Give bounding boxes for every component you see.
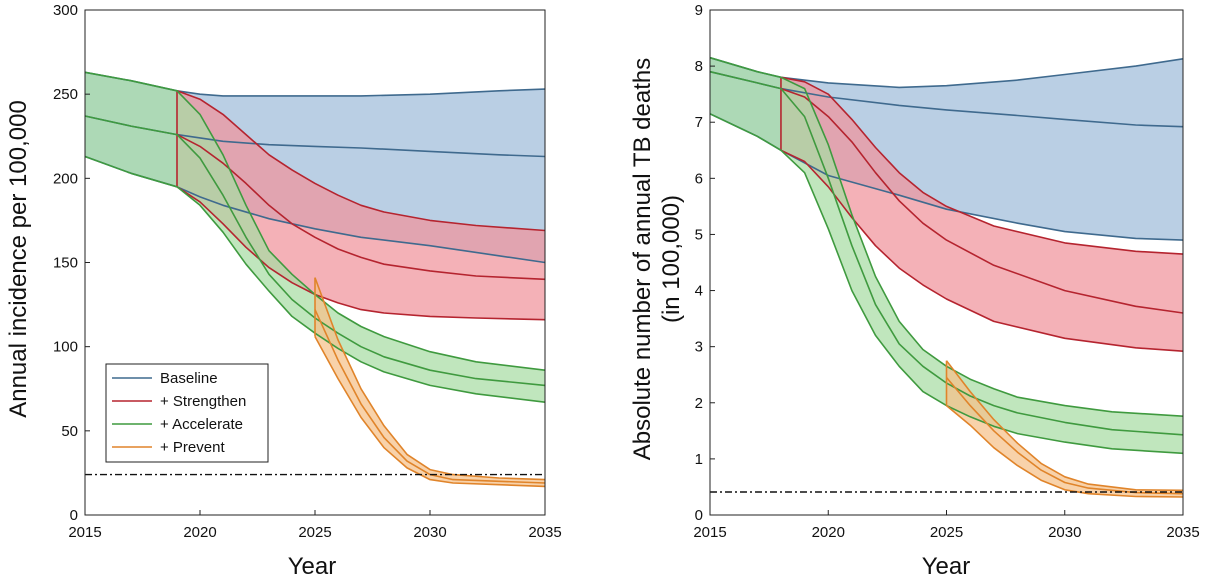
incidence-line-accelerate-lo xyxy=(84,155,546,403)
deaths-x-tick-label: 2030 xyxy=(1048,524,1081,541)
legend-item-baseline: Baseline xyxy=(112,370,218,387)
incidence-y-axis-title: Annual incidence per 100,000 xyxy=(5,100,32,418)
incidence-line-prevent-mid xyxy=(314,309,546,484)
deaths-line-accelerate-mid xyxy=(709,70,1184,436)
incidence-band-accelerate xyxy=(85,72,545,403)
deaths-y-axis-title-line1: Absolute number of annual TB deaths xyxy=(629,58,656,461)
incidence-line-accelerate-mid xyxy=(84,115,546,387)
deaths-x-tick-label: 2020 xyxy=(812,524,845,541)
legend: Baseline + Strengthen + Accelerate + Pre… xyxy=(105,363,269,463)
deaths-y-tick-label: 3 xyxy=(695,339,703,356)
incidence-line-accelerate-hi xyxy=(84,71,546,371)
legend-box xyxy=(105,363,269,463)
deaths-y-tick-label: 6 xyxy=(695,170,703,187)
incidence-bands xyxy=(85,72,545,487)
incidence-x-tick-label: 2030 xyxy=(413,524,446,541)
incidence-x-tick-label: 2025 xyxy=(298,524,331,541)
incidence-y-tick-label: 50 xyxy=(61,423,78,440)
incidence-x-tick-label: 2020 xyxy=(183,524,216,541)
deaths-band-prevent xyxy=(946,360,1183,497)
deaths-line-strengthen-hi xyxy=(780,76,1184,255)
legend-label-accelerate: + Accelerate xyxy=(160,416,243,433)
deaths-y-tick-label: 8 xyxy=(695,58,703,75)
deaths-y-tick-label: 9 xyxy=(695,2,703,19)
incidence-x-tick-label: 2035 xyxy=(528,524,561,541)
deaths-y-tick-label: 4 xyxy=(695,283,703,300)
legend-label-baseline: Baseline xyxy=(160,370,218,387)
legend-item-prevent: + Prevent xyxy=(112,439,225,456)
incidence-x-axis-title: Year xyxy=(288,553,337,578)
incidence-line-prevent-lo xyxy=(314,336,546,488)
incidence-y-tick-label: 300 xyxy=(53,2,78,19)
legend-label-prevent: + Prevent xyxy=(160,439,225,456)
deaths-x-tick-label: 2035 xyxy=(1166,524,1199,541)
deaths-y-tick-label: 2 xyxy=(695,395,703,412)
deaths-bands xyxy=(710,57,1183,497)
deaths-y-tick-label: 1 xyxy=(695,451,703,468)
deaths-x-axis-title: Year xyxy=(922,553,971,578)
deaths-y-tick-label: 7 xyxy=(695,114,703,131)
incidence-line-strengthen-mid xyxy=(176,133,546,281)
deaths-line-accelerate-hi xyxy=(709,56,1184,417)
deaths-y-tick-label: 0 xyxy=(695,507,703,524)
deaths-line-prevent-lo xyxy=(945,404,1184,498)
deaths-chart: 2015 2020 2025 2030 2035 0 1 2 3 4 5 6 7 8 9 Year Abso… xyxy=(629,2,1200,578)
deaths-ticks: 2015 2020 2025 2030 2035 0 1 2 3 4 5 6 7 8 9 xyxy=(693,2,1199,541)
deaths-line-prevent-hi xyxy=(945,360,1184,492)
incidence-y-tick-label: 150 xyxy=(53,255,78,272)
legend-item-strengthen: + Strengthen xyxy=(112,393,246,410)
incidence-y-tick-label: 250 xyxy=(53,86,78,103)
deaths-x-tick-label: 2015 xyxy=(693,524,726,541)
incidence-y-tick-label: 200 xyxy=(53,170,78,187)
incidence-x-tick-label: 2015 xyxy=(68,524,101,541)
incidence-line-strengthen-hi xyxy=(176,90,546,232)
incidence-ticks: 2015 2020 2025 2030 2035 0 50 100 150 200 250 300 xyxy=(53,2,562,541)
deaths-line-strengthen-mid xyxy=(780,87,1184,314)
legend-item-accelerate: + Accelerate xyxy=(112,416,243,433)
deaths-band-accelerate xyxy=(710,57,1183,454)
deaths-x-tick-label: 2025 xyxy=(930,524,963,541)
deaths-line-prevent-mid xyxy=(945,376,1184,495)
incidence-line-prevent-hi xyxy=(314,277,546,481)
legend-label-strengthen: + Strengthen xyxy=(160,393,246,410)
deaths-y-axis-title-line2: (in 100,000) xyxy=(658,195,685,323)
deaths-line-strengthen-lo xyxy=(780,149,1184,352)
incidence-chart: 2015 2020 2025 2030 2035 0 50 100 150 200 250 300 Y… xyxy=(5,2,562,578)
incidence-y-tick-label: 100 xyxy=(53,339,78,356)
deaths-y-tick-label: 5 xyxy=(695,226,703,243)
deaths-lines xyxy=(709,56,1184,498)
deaths-line-accelerate-lo xyxy=(709,113,1184,455)
incidence-y-tick-label: 0 xyxy=(70,507,78,524)
deaths-band-strengthen xyxy=(781,77,1183,352)
incidence-lines xyxy=(84,71,546,488)
